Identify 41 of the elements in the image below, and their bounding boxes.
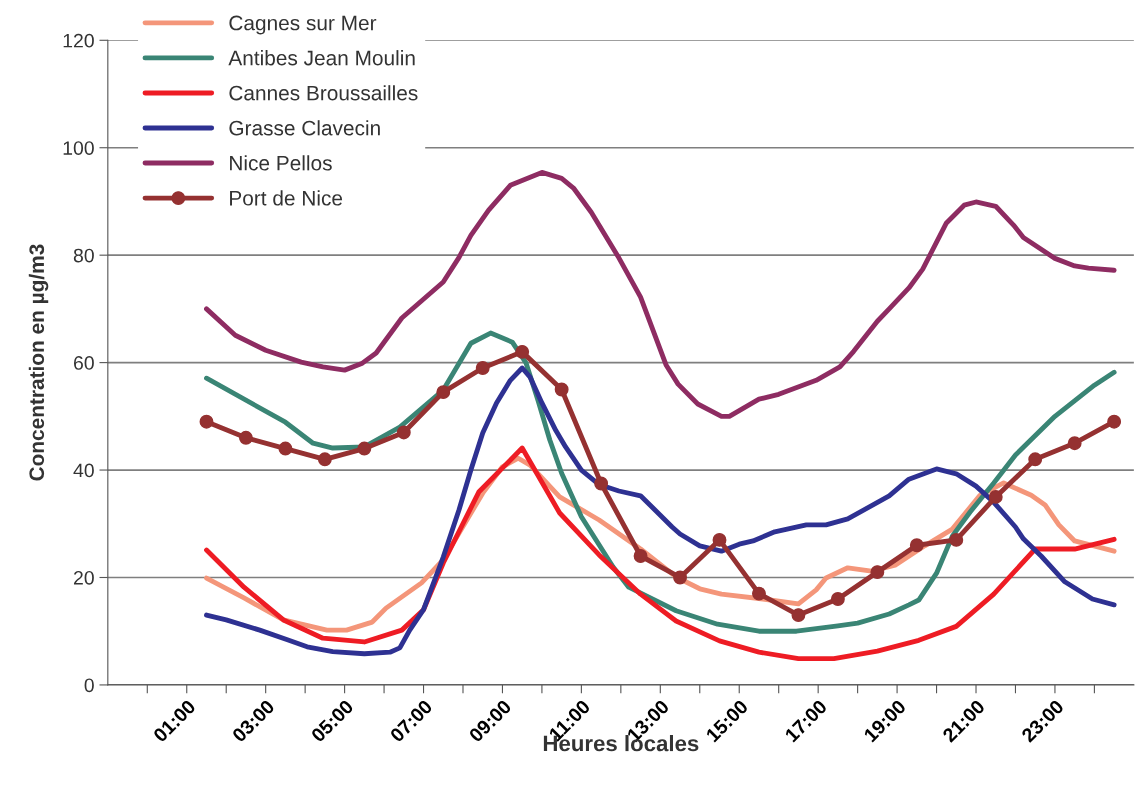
y-tick-label: 60 [73, 356, 94, 370]
point [396, 425, 411, 440]
point [870, 565, 885, 580]
line-series [204, 365, 1117, 657]
point [949, 532, 964, 547]
point [554, 382, 569, 397]
point [357, 441, 372, 456]
point [673, 570, 687, 585]
legend-label: Nice Pellos [230, 155, 332, 171]
point [830, 592, 845, 606]
line-series [204, 445, 1117, 662]
y-tick-label: 40 [73, 463, 94, 478]
y-tick-label: 80 [73, 248, 94, 263]
point [1028, 452, 1043, 467]
legend-label: Antibes Jean Moulin [228, 50, 415, 66]
legend-label: Grasse Clavecin [229, 120, 380, 136]
point [199, 414, 214, 429]
point [436, 385, 451, 400]
point [594, 476, 609, 491]
y-tick-label: 120 [63, 33, 94, 48]
point [317, 452, 332, 467]
point [278, 441, 293, 456]
point [752, 586, 766, 601]
point [712, 532, 727, 547]
y-tick-label: 0 [84, 678, 94, 693]
point [988, 489, 1003, 504]
y-axis-title: Concentration en µg/m3 [28, 244, 49, 481]
legend-label: Cannes Broussailles [229, 85, 418, 101]
point [1067, 436, 1082, 451]
point [239, 430, 253, 445]
point [909, 538, 924, 553]
y-tick-label: 100 [63, 141, 94, 155]
point [475, 361, 490, 375]
point [633, 549, 648, 563]
legend-label: Port de Nice [230, 190, 343, 206]
point [515, 344, 530, 359]
line-series [204, 170, 1117, 419]
legend-label: Cagnes sur Mer [229, 15, 377, 35]
point [1107, 414, 1122, 429]
y-tick-label: 20 [73, 570, 94, 585]
point [791, 608, 806, 623]
